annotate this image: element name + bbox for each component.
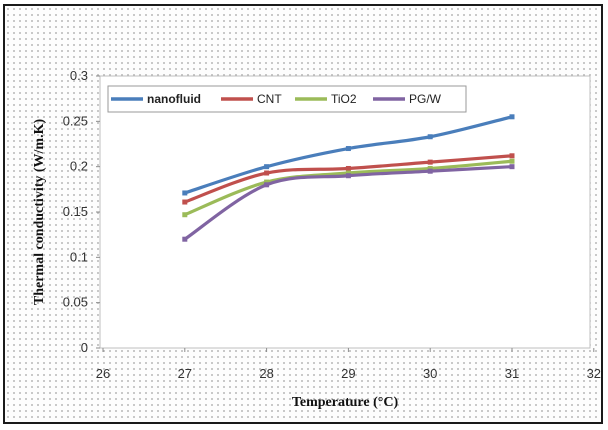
x-tick-label: 29 <box>341 366 355 381</box>
series-layer <box>182 114 515 242</box>
data-point-nanofluid <box>182 190 188 196</box>
plot-area <box>99 75 591 349</box>
data-point-cnt <box>509 153 515 159</box>
x-tick-label: 26 <box>96 366 110 381</box>
legend-box <box>107 85 467 113</box>
data-point-tio2 <box>509 158 515 164</box>
data-point-cnt <box>345 165 351 171</box>
x-axis-title: Temperature (°C) <box>292 395 399 410</box>
chart-frame: 0 0.05 0.1 0.15 0.2 0.25 0.3 26 27 28 29 30 31 32 nan… <box>3 4 603 424</box>
x-tick-label: 30 <box>423 366 437 381</box>
legend-label-tio2: TiO2 <box>331 92 357 106</box>
x-tick-label: 27 <box>178 366 192 381</box>
x-tick-label: 31 <box>505 366 519 381</box>
legend: nanofluid CNT TiO2 PG/W <box>107 85 467 113</box>
data-point-tio2 <box>264 179 270 185</box>
data-point-tio2 <box>345 170 351 176</box>
data-point-tio2 <box>182 212 188 218</box>
axes: 0 0.05 0.1 0.15 0.2 0.25 0.3 26 27 28 29 30 31 32 <box>63 68 601 381</box>
y-tick-label: 0.2 <box>70 159 88 174</box>
y-tick-label: 0.05 <box>63 295 88 310</box>
data-point-nanofluid <box>345 146 351 152</box>
line-chart: 0 0.05 0.1 0.15 0.2 0.25 0.3 26 27 28 29 30 31 32 nan… <box>32 68 601 410</box>
y-axis-title: Thermal conductivity (W/m.K) <box>32 119 47 306</box>
data-point-tio2 <box>427 165 433 171</box>
y-tick-label: 0.15 <box>63 204 88 219</box>
data-point-cnt <box>182 199 188 205</box>
data-point-nanofluid <box>264 164 270 170</box>
data-point-pg-w <box>427 168 433 174</box>
y-tick-label: 0.3 <box>70 68 88 83</box>
legend-label-pg-w: PG/W <box>409 92 442 106</box>
data-point-nanofluid <box>509 114 515 120</box>
y-tick-label: 0 <box>81 340 88 355</box>
legend-label-cnt: CNT <box>257 92 282 106</box>
data-point-cnt <box>427 159 433 165</box>
data-point-nanofluid <box>427 134 433 140</box>
data-point-pg-w <box>345 173 351 179</box>
legend-label-nanofluid: nanofluid <box>147 92 201 106</box>
y-tick-label: 0.25 <box>63 113 88 128</box>
x-tick-label: 28 <box>259 366 273 381</box>
data-point-pg-w <box>264 182 270 188</box>
data-point-cnt <box>264 170 270 176</box>
data-point-pg-w <box>509 164 515 170</box>
data-point-pg-w <box>182 236 188 242</box>
x-tick-label: 32 <box>587 366 601 381</box>
y-tick-label: 0.1 <box>70 249 88 264</box>
